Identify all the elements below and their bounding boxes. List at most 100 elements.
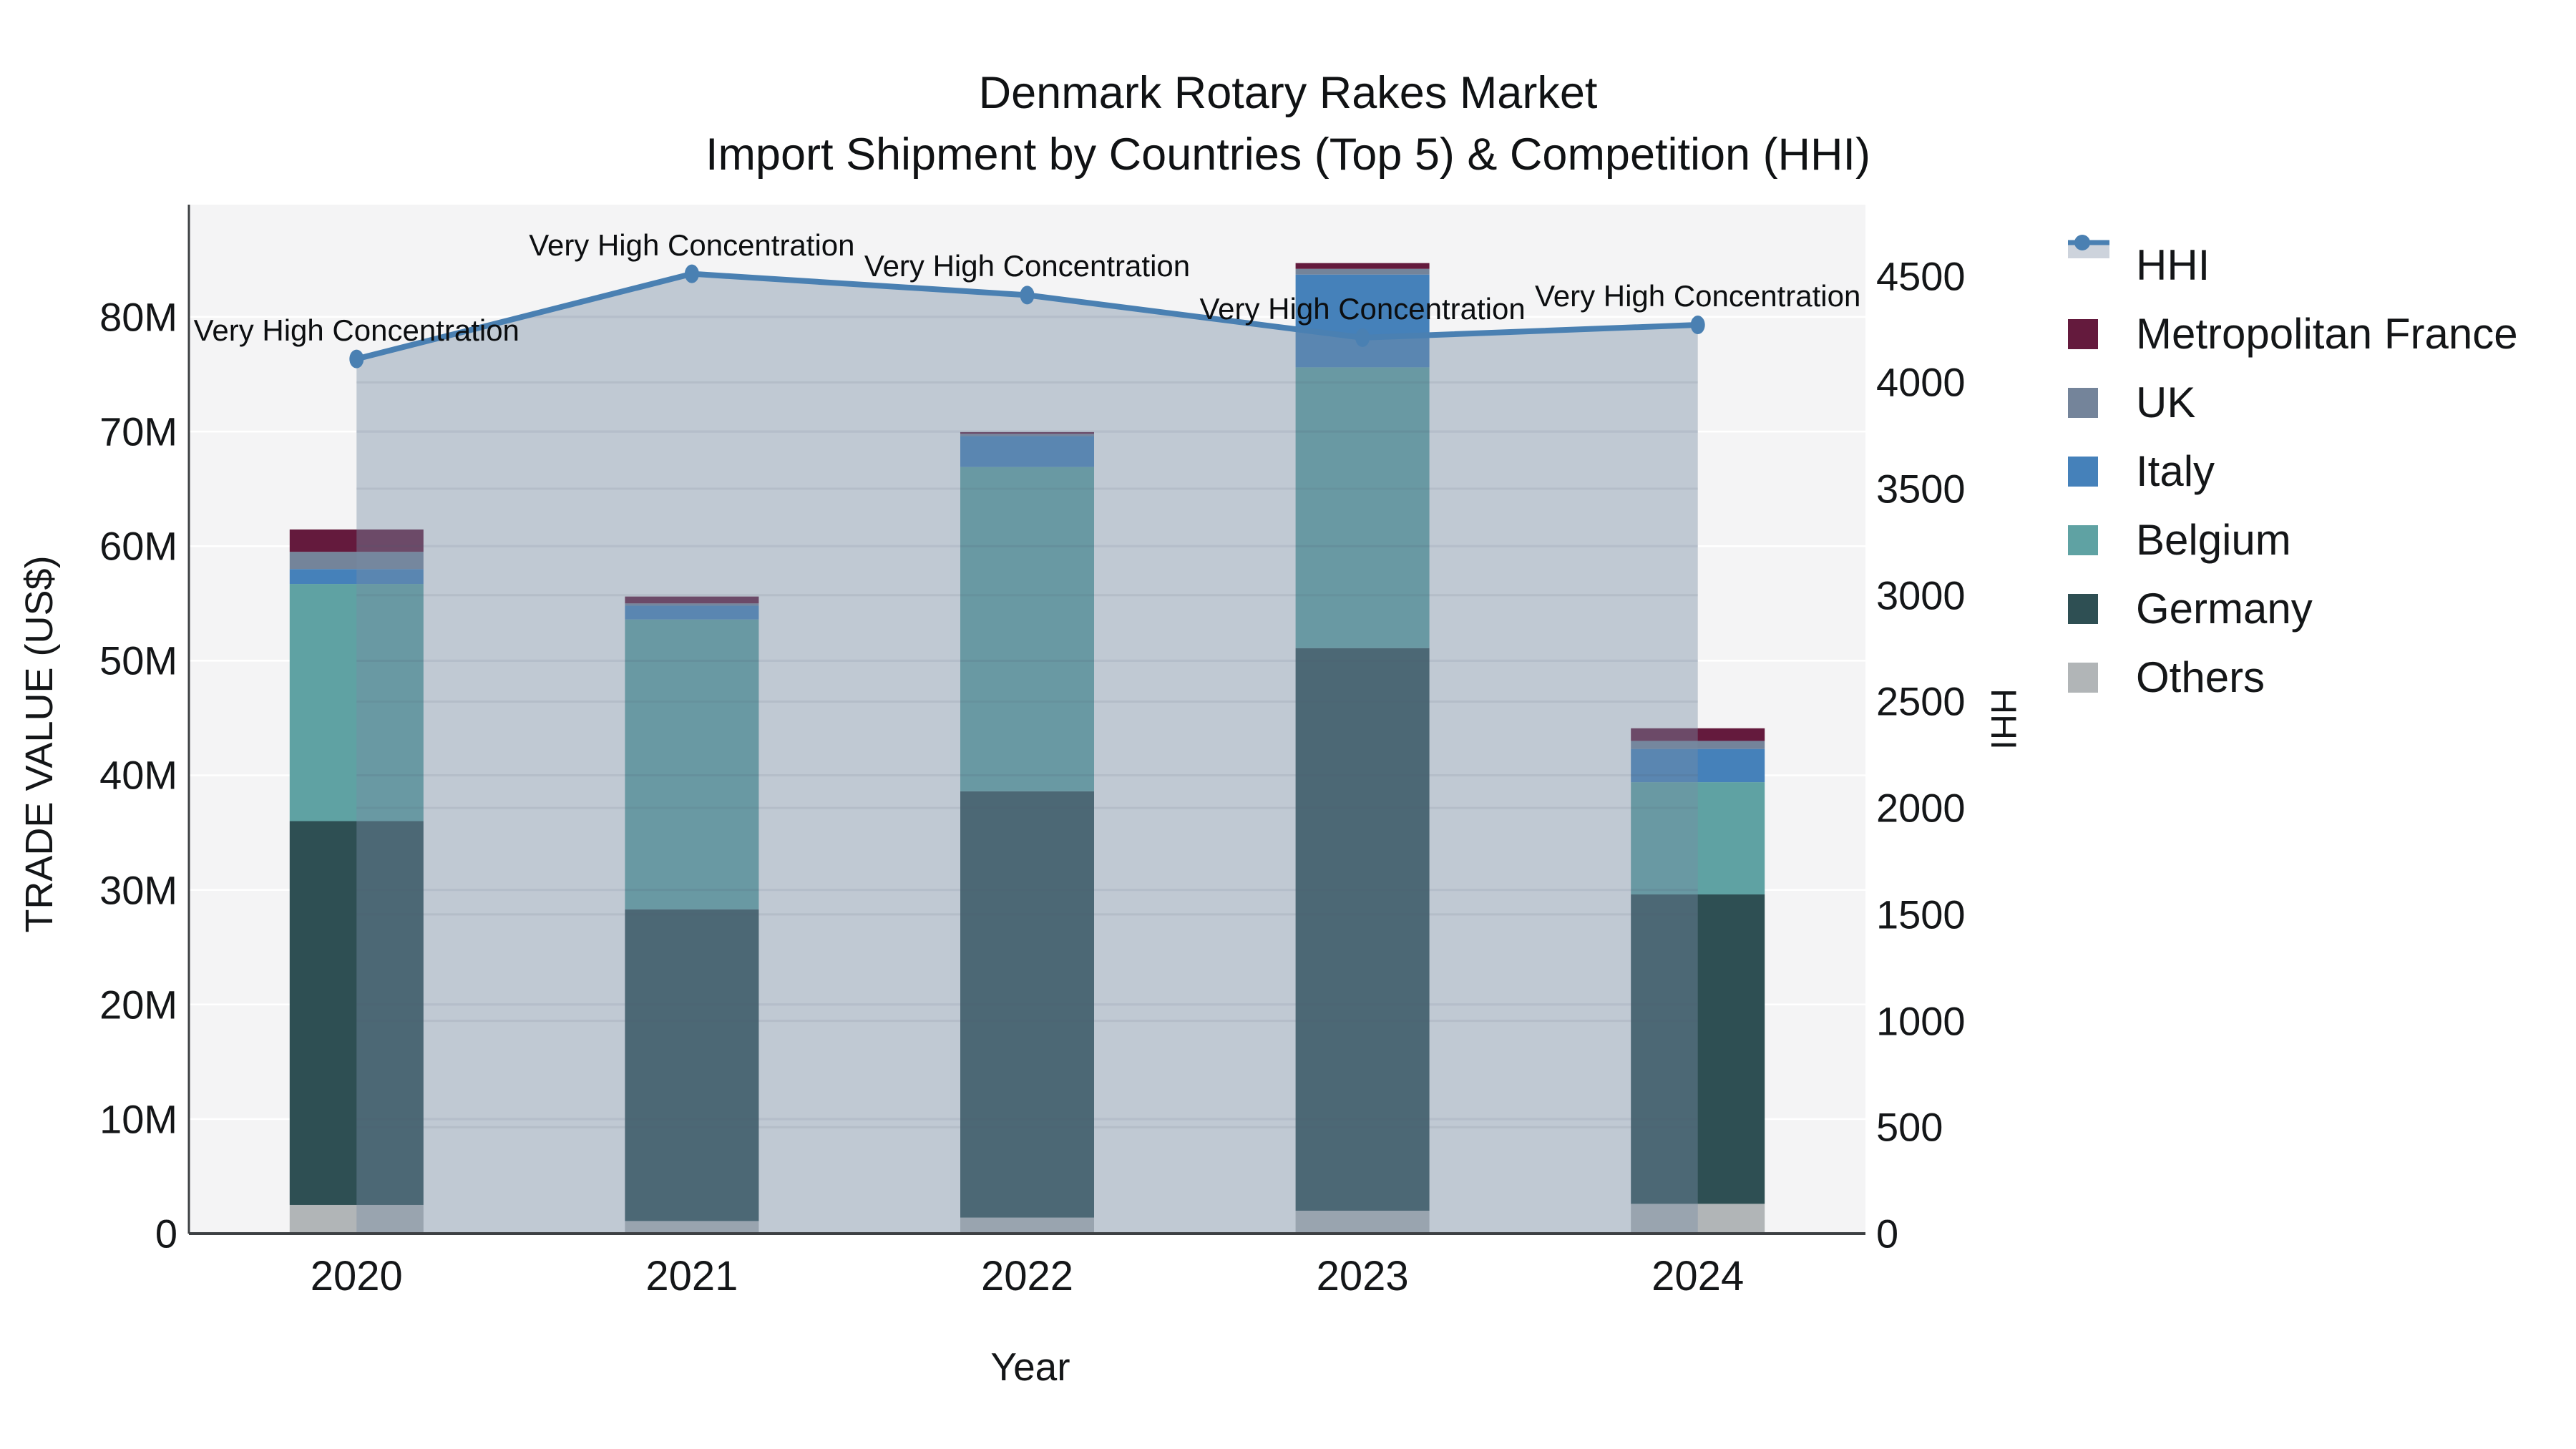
right-tick-1000: 1000 <box>1876 998 1966 1044</box>
annotation-2021: Very High Concentration <box>529 228 855 262</box>
bar-segment-uk <box>1295 268 1430 275</box>
x-tick-2024: 2024 <box>1652 1253 1745 1299</box>
right-tick-1500: 1500 <box>1876 892 1966 937</box>
bar-segment-metropolitan-france <box>960 431 1094 434</box>
right-tick-2500: 2500 <box>1876 678 1966 724</box>
annotation-2024: Very High Concentration <box>1535 279 1861 313</box>
legend-item-metropolitan-france[interactable]: Metropolitan France <box>2068 300 2518 369</box>
bar-segment-belgium <box>1295 367 1430 648</box>
bar-segment-italy <box>1295 274 1430 368</box>
left-tick-40M: 40M <box>99 752 177 798</box>
legend-swatch-color <box>2068 525 2098 555</box>
chart-subtitle: Import Shipment by Countries (Top 5) & C… <box>705 130 1871 180</box>
bar-segment-germany <box>1631 894 1765 1204</box>
legend-item-others[interactable]: Others <box>2068 643 2518 712</box>
bar-segment-italy <box>289 569 424 585</box>
x-tick-2023: 2023 <box>1316 1253 1409 1299</box>
legend-label: Italy <box>2136 447 2215 495</box>
legend-label: Germany <box>2136 585 2313 633</box>
legend: HHI Metropolitan France UK Italy Belgium Germ… <box>2068 231 2518 712</box>
legend-label: Belgium <box>2136 516 2291 564</box>
left-tick-0: 0 <box>155 1211 177 1257</box>
left-tick-20M: 20M <box>99 982 177 1028</box>
right-tick-2000: 2000 <box>1876 785 1966 831</box>
left-tick-10M: 10M <box>99 1096 177 1142</box>
legend-item-italy[interactable]: Italy <box>2068 437 2518 506</box>
right-tick-3500: 3500 <box>1876 466 1966 512</box>
bar-segment-metropolitan-france <box>289 529 424 552</box>
bar-segment-metropolitan-france <box>1631 728 1765 741</box>
chart-title: Denmark Rotary Rakes Market <box>978 68 1598 118</box>
bar-segment-germany <box>625 909 759 1221</box>
legend-label: HHI <box>2136 241 2210 289</box>
bar-segment-belgium <box>625 619 759 909</box>
legend-label: Others <box>2136 653 2265 701</box>
legend-label: Metropolitan France <box>2136 310 2518 358</box>
legend-swatch <box>2068 388 2136 418</box>
bar-segment-uk <box>289 552 424 570</box>
left-tick-30M: 30M <box>99 867 177 913</box>
bar-segment-uk <box>960 434 1094 436</box>
hhi-marker-2022 <box>1020 286 1035 305</box>
legend-swatch-color <box>2068 319 2098 349</box>
bar-segment-germany <box>960 791 1094 1218</box>
bar-segment-others <box>625 1221 759 1234</box>
right-tick-4000: 4000 <box>1876 359 1966 405</box>
right-tick-4500: 4500 <box>1876 253 1966 299</box>
right-tick-0: 0 <box>1876 1211 1899 1257</box>
bar-segment-germany <box>289 821 424 1205</box>
legend-item-germany[interactable]: Germany <box>2068 575 2518 643</box>
legend-swatch <box>2068 457 2136 487</box>
bar-segment-uk <box>1631 741 1765 749</box>
bar-segment-others <box>960 1217 1094 1234</box>
annotation-2023: Very High Concentration <box>1199 291 1526 326</box>
legend-item-hhi[interactable]: HHI <box>2068 231 2518 300</box>
bar-segment-belgium <box>960 467 1094 791</box>
x-tick-2022: 2022 <box>980 1253 1074 1299</box>
left-tick-80M: 80M <box>99 294 177 340</box>
legend-swatch-color <box>2068 594 2098 624</box>
bar-segment-italy <box>960 436 1094 467</box>
annotation-2022: Very High Concentration <box>864 249 1191 283</box>
legend-swatch <box>2068 594 2136 624</box>
bar-segment-belgium <box>289 584 424 821</box>
bar-segment-others <box>289 1204 424 1234</box>
annotation-2020: Very High Concentration <box>193 313 519 347</box>
hhi-marker-2023 <box>1355 328 1370 347</box>
legend-swatch <box>2068 525 2136 555</box>
bar-segment-germany <box>1295 648 1430 1211</box>
right-tick-3000: 3000 <box>1876 572 1966 618</box>
bar-segment-others <box>1631 1204 1765 1234</box>
bar-segment-metropolitan-france <box>625 596 759 604</box>
legend-item-belgium[interactable]: Belgium <box>2068 506 2518 575</box>
right-tick-500: 500 <box>1876 1104 1943 1150</box>
bar-segment-italy <box>625 605 759 620</box>
legend-item-uk[interactable]: UK <box>2068 369 2518 437</box>
bar-segment-italy <box>1631 748 1765 783</box>
legend-swatch <box>2068 319 2136 349</box>
legend-swatch-color <box>2068 388 2098 418</box>
left-tick-50M: 50M <box>99 638 177 683</box>
legend-swatch-color <box>2068 457 2098 487</box>
x-tick-2021: 2021 <box>645 1253 738 1299</box>
hhi-area-fill <box>356 273 1698 1234</box>
left-tick-60M: 60M <box>99 523 177 569</box>
hhi-marker-2024 <box>1690 316 1705 335</box>
hhi-marker-2021 <box>684 264 699 283</box>
bar-segment-belgium <box>1631 782 1765 895</box>
bar-segment-uk <box>625 603 759 606</box>
legend-swatch-color <box>2068 663 2098 693</box>
legend-swatch <box>2068 663 2136 693</box>
bar-segment-metropolitan-france <box>1295 263 1430 269</box>
bar-segment-others <box>1295 1210 1430 1234</box>
left-tick-70M: 70M <box>99 409 177 454</box>
x-tick-2020: 2020 <box>310 1253 403 1299</box>
hhi-marker-2020 <box>349 349 364 369</box>
x-axis-title: Year <box>990 1345 1070 1389</box>
